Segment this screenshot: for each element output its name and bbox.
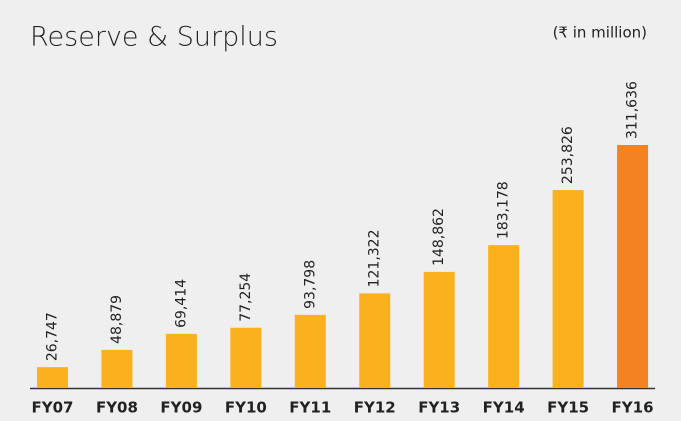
bar: [165, 333, 197, 388]
bar: [423, 271, 455, 388]
bar: [294, 314, 326, 388]
value-label: 26,747: [45, 312, 61, 361]
value-label: 183,178: [496, 181, 512, 239]
bar: [230, 327, 262, 388]
bar: [488, 245, 520, 388]
value-label: 93,798: [302, 260, 318, 309]
value-label: 48,879: [109, 295, 125, 344]
bar: [37, 367, 68, 388]
x-tick-label: FY09: [160, 399, 202, 417]
bar: [359, 293, 391, 388]
bar: [552, 190, 584, 388]
bar: [101, 349, 133, 388]
chart-title: Reserve & Surplus: [30, 22, 278, 53]
x-tick-label: FY13: [418, 399, 460, 417]
x-tick-label: FY12: [354, 399, 396, 417]
x-tick-label: FY16: [612, 399, 654, 417]
value-label: 69,414: [173, 279, 189, 328]
bar: [617, 145, 649, 388]
x-tick-label: FY07: [32, 399, 74, 417]
x-tick-label: FY14: [483, 399, 525, 417]
chart-subtitle: (₹ in million): [553, 24, 647, 42]
x-tick-label: FY15: [547, 399, 589, 417]
value-label: 311,636: [625, 81, 641, 139]
value-label: 121,322: [367, 229, 383, 287]
x-tick-label: FY08: [96, 399, 138, 417]
value-label: 148,862: [431, 208, 447, 266]
value-label: 77,254: [238, 273, 254, 322]
value-label: 253,826: [560, 126, 576, 184]
x-tick-label: FY10: [225, 399, 267, 417]
x-tick-label: FY11: [289, 399, 331, 417]
